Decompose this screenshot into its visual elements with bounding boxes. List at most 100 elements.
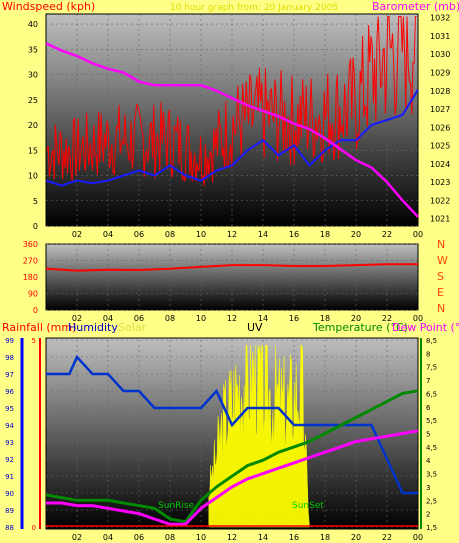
windspeed-tick-label: 10 (28, 172, 38, 181)
p3-x-tick-label: 14 (258, 533, 268, 542)
p3-x-tick-label: 16 (289, 533, 299, 542)
wind-panel-series (45, 16, 419, 218)
rainfall-tick-label: 0 (32, 524, 36, 532)
temperature-tick-label: 3 (426, 484, 430, 492)
p3-x-tick-label: 08 (165, 533, 175, 542)
humidity-line (46, 354, 418, 495)
humidity-tick-label: 94 (5, 422, 14, 430)
p1-x-tick-label: 08 (165, 230, 175, 239)
p2-x-tick-label: 14 (258, 314, 268, 323)
temperature-tick-label: 2 (426, 511, 430, 519)
direction-tick-label: 90 (28, 290, 38, 299)
direction-tick-label: 270 (23, 257, 38, 266)
p2-x-tick-label: 20 (351, 314, 361, 323)
p3-x-tick-label: 10 (196, 533, 206, 542)
rainfall-axis-label: Rainfall (mm) (2, 321, 76, 334)
temp-panel-series (45, 345, 419, 528)
temperature-tick-label: 8,5 (426, 337, 437, 345)
temperature-tick-label: 5 (426, 431, 430, 439)
p1-x-tick-label: 10 (196, 230, 206, 239)
direction-tick-label: 180 (23, 273, 38, 282)
barometer-tick-label: 1022 (430, 196, 450, 205)
solar-area (208, 345, 310, 528)
p2-x-tick-label: 22 (382, 314, 392, 323)
temperature-tick-label: 4,5 (426, 444, 437, 452)
p3-x-tick-label: 00 (413, 533, 423, 542)
sunrise-annotation: SunRise (158, 501, 195, 511)
temperature-axis-label: Temperature (°C) (312, 321, 408, 334)
p1-x-tick-label: 22 (382, 230, 392, 239)
barometer-tick-label: 1021 (430, 215, 450, 224)
temperature-tick-label: 7 (426, 377, 430, 385)
direction-letter: N (437, 302, 445, 315)
barometer-line (45, 42, 419, 218)
p1-x-tick-label: 12 (227, 230, 237, 239)
humidity-tick-label: 97 (5, 371, 14, 379)
wind-average-line (45, 89, 419, 187)
humidity-tick-label: 91 (5, 473, 14, 481)
temperature-tick-label: 6,5 (426, 390, 437, 398)
humidity-tick-label: 92 (5, 456, 14, 464)
barometer-tick-label: 1027 (430, 105, 450, 114)
direction-panel-series (45, 263, 418, 272)
direction-letter: E (437, 286, 444, 299)
wind-direction-line (45, 263, 418, 272)
p2-x-tick-label: 02 (72, 314, 82, 323)
temperature-tick-label: 3,5 (426, 471, 437, 479)
direction-tick-label: 0 (33, 306, 38, 315)
temperature-tick-label: 1,5 (426, 524, 437, 532)
temperature-tick-label: 6 (426, 404, 431, 412)
barometer-axis-label: Barometer (mb) (372, 0, 459, 13)
p1-x-tick-label: 20 (351, 230, 361, 239)
windspeed-tick-label: 30 (28, 71, 38, 80)
p3-x-tick-label: 04 (103, 533, 113, 542)
solar-label: Solar (118, 321, 147, 334)
p3-x-tick-label: 06 (134, 533, 144, 542)
barometer-tick-label: 1025 (430, 142, 450, 151)
p2-x-tick-label: 16 (289, 314, 299, 323)
direction-letter: W (437, 254, 448, 267)
humidity-tick-label: 96 (5, 388, 14, 396)
p1-x-tick-label: 06 (134, 230, 144, 239)
temperature-tick-label: 5,5 (426, 417, 437, 425)
windspeed-tick-label: 5 (33, 197, 38, 206)
windspeed-tick-label: 20 (28, 121, 38, 130)
dewpoint-axis-label: Dew Point (°C) (392, 321, 459, 334)
humidity-tick-label: 88 (5, 524, 14, 532)
direction-letter: N (437, 238, 445, 251)
p3-x-tick-label: 02 (72, 533, 82, 542)
p3-x-tick-label: 12 (227, 533, 237, 542)
barometer-tick-label: 1028 (430, 87, 450, 96)
barometer-tick-label: 1024 (430, 160, 450, 169)
barometer-tick-label: 1029 (430, 68, 450, 77)
humidity-tick-label: 90 (5, 490, 14, 498)
p1-x-tick-label: 14 (258, 230, 268, 239)
direction-panel-grid (46, 243, 418, 311)
windspeed-tick-label: 40 (28, 20, 38, 29)
wind-gust-line (46, 16, 417, 186)
humidity-tick-label: 98 (5, 354, 14, 362)
humidity-tick-label: 93 (5, 439, 14, 447)
humidity-tick-label: 99 (5, 337, 14, 345)
temperature-tick-label: 8 (426, 350, 430, 358)
direction-letter: S (437, 270, 444, 283)
barometer-tick-label: 1023 (430, 178, 450, 187)
direction-tick-label: 360 (23, 240, 38, 249)
barometer-tick-label: 1032 (430, 14, 450, 23)
windspeed-tick-label: 15 (28, 146, 38, 155)
temperature-tick-label: 2,5 (426, 497, 437, 505)
p2-x-tick-label: 10 (196, 314, 206, 323)
p3-x-tick-label: 20 (351, 533, 361, 542)
humidity-tick-label: 89 (5, 507, 14, 515)
windspeed-tick-label: 0 (33, 222, 38, 231)
temperature-tick-label: 7,5 (426, 364, 437, 372)
barometer-tick-label: 1030 (430, 50, 450, 59)
p3-x-tick-label: 18 (320, 533, 330, 542)
humidity-tick-label: 95 (5, 405, 14, 413)
humidity-axis-label: Humidity (68, 321, 118, 334)
temperature-tick-label: 4 (426, 457, 431, 465)
p2-x-tick-label: 12 (227, 314, 237, 323)
